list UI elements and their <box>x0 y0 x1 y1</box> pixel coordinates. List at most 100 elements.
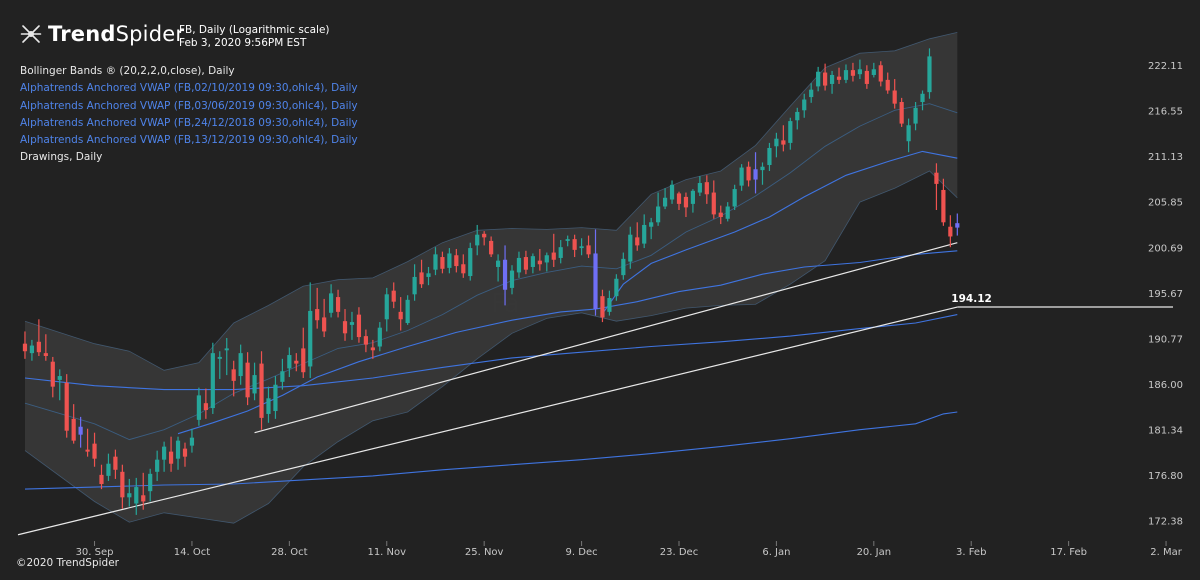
candle-body <box>356 314 362 338</box>
candle-body <box>412 276 417 295</box>
candle-body <box>155 459 160 472</box>
candle-body <box>426 273 431 277</box>
candle-body <box>656 206 661 223</box>
candle <box>43 334 48 361</box>
candle <box>683 192 689 218</box>
candle-body <box>454 255 459 267</box>
candle-body <box>767 147 772 165</box>
candle-body <box>22 343 28 352</box>
candle-body <box>892 90 897 104</box>
legend-item-drawings[interactable]: Drawings, Daily <box>20 151 103 164</box>
candle-body <box>572 239 577 250</box>
candle-body <box>363 336 368 345</box>
candle-body <box>189 437 195 446</box>
candle-body <box>760 166 765 171</box>
candle-body <box>92 443 97 459</box>
candle-body <box>857 69 862 75</box>
candle <box>732 184 737 210</box>
candle-body <box>43 353 48 356</box>
candle <box>565 235 570 247</box>
candle-body <box>377 327 382 347</box>
legend-item-vwap-1[interactable]: Alphatrends Anchored VWAP (FB,02/10/2019… <box>20 82 358 95</box>
candle <box>210 342 215 414</box>
x-tick-label: 9. Dec <box>566 547 598 558</box>
candle <box>607 290 612 316</box>
candle-body <box>182 448 188 457</box>
bollinger-lower-line <box>24 170 958 524</box>
candle-body <box>175 440 181 459</box>
candle-body <box>342 321 348 334</box>
candle-body <box>690 190 696 204</box>
candle-body <box>530 256 535 267</box>
candle-body <box>36 341 41 353</box>
candle <box>308 282 313 378</box>
candle <box>850 62 856 82</box>
candle <box>495 254 501 282</box>
candle <box>92 432 97 467</box>
candle <box>78 416 83 448</box>
candle <box>363 329 368 353</box>
candle-body <box>322 317 327 332</box>
candle-body <box>502 259 508 290</box>
candle <box>795 107 800 130</box>
candle <box>635 222 640 251</box>
legend-item-bollinger[interactable]: Bollinger Bands ® (20,2,2,0,close), Dail… <box>20 65 235 77</box>
candle-body <box>642 224 647 244</box>
vwap-line-1 <box>24 314 958 391</box>
legend-item-vwap-4[interactable]: Alphatrends Anchored VWAP (FB,13/12/2019… <box>20 134 358 147</box>
candle-body <box>934 172 939 184</box>
candle-body <box>579 246 584 249</box>
candle <box>628 226 633 269</box>
candle-body <box>148 473 153 492</box>
candle <box>252 362 257 401</box>
candle <box>781 125 786 152</box>
vwap-line-2 <box>24 411 958 490</box>
candle-body <box>162 446 167 460</box>
candle-body <box>57 376 62 380</box>
trendline-1 <box>254 242 958 434</box>
candle-body <box>495 260 501 267</box>
candle <box>941 178 946 226</box>
candle-body <box>669 184 675 200</box>
candle <box>50 356 55 398</box>
candle-body <box>127 493 132 498</box>
x-tick-label: 14. Oct <box>174 547 210 558</box>
candle-body <box>224 348 229 351</box>
candle-body <box>593 253 598 310</box>
trendline-2 <box>17 306 958 536</box>
candle-body <box>781 140 786 145</box>
candle-body <box>649 222 654 227</box>
candle-body <box>335 297 341 312</box>
candle-body <box>864 70 869 84</box>
candle-body <box>482 233 487 238</box>
candle-body <box>850 70 856 76</box>
candle <box>676 191 682 210</box>
candle-body <box>440 257 445 269</box>
candle-body <box>523 257 529 270</box>
candle <box>767 142 772 171</box>
candle-body <box>217 356 222 359</box>
candle <box>391 282 396 309</box>
candle <box>294 353 299 372</box>
candle <box>885 72 890 94</box>
candle-body <box>899 102 904 124</box>
candle-body <box>99 474 104 485</box>
candle <box>426 266 431 286</box>
candle-body <box>106 463 111 476</box>
candle <box>315 287 320 329</box>
x-tick-label: 23. Dec <box>660 547 698 558</box>
y-tick-label: 200.69 <box>1148 243 1183 254</box>
candle <box>579 238 584 256</box>
candle-body <box>565 239 570 241</box>
candle <box>120 464 125 509</box>
legend-item-vwap-3[interactable]: Alphatrends Anchored VWAP (FB,24/12/2018… <box>20 116 358 129</box>
candle <box>725 202 730 222</box>
indicator-legend: Bollinger Bands ® (20,2,2,0,close), Dail… <box>20 63 358 167</box>
candle <box>544 252 549 272</box>
candle <box>739 164 744 191</box>
candle <box>203 388 208 419</box>
candle-body <box>878 65 883 82</box>
candle-body <box>168 451 174 464</box>
legend-item-vwap-2[interactable]: Alphatrends Anchored VWAP (FB,03/06/2019… <box>20 99 358 112</box>
